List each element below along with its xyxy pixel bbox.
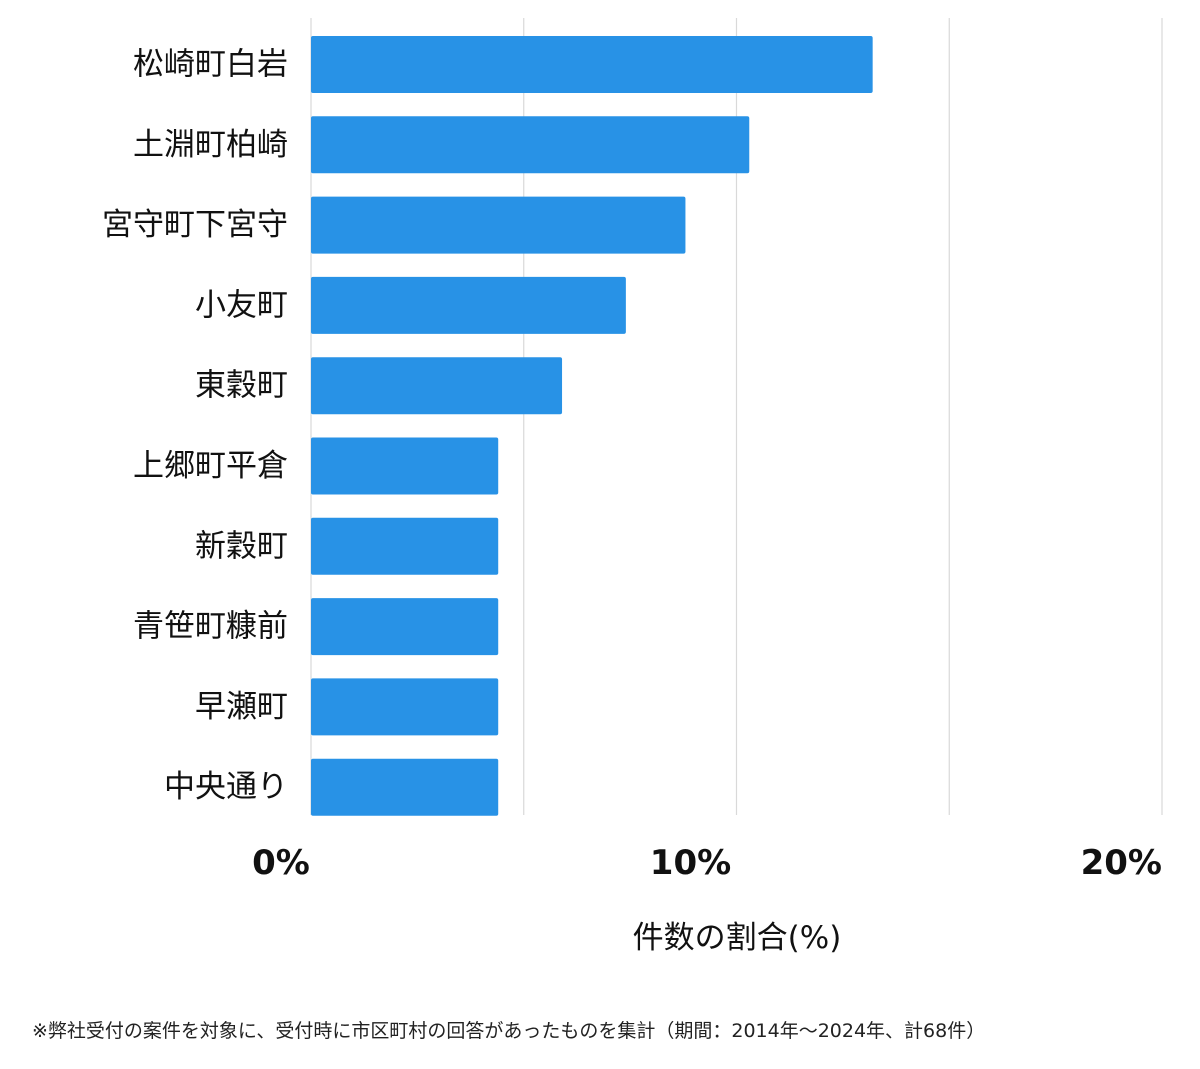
bar [311, 116, 750, 174]
category-labels: 松崎町白岩土淵町柏崎宮守町下宮守小友町東穀町上郷町平倉新穀町青笹町糠前早瀬町中央… [102, 47, 288, 806]
bar [311, 276, 626, 334]
category-label: 早瀬町 [195, 689, 288, 725]
category-label: 東穀町 [195, 368, 288, 404]
category-label: 新穀町 [195, 528, 288, 564]
x-tick-label: 10% [650, 843, 731, 883]
category-label: 土淵町柏崎 [133, 127, 288, 163]
footnote: ※弊社受付の案件を対象に、受付時に市区町村の回答があったものを集計（期間：201… [32, 1020, 986, 1042]
bar [311, 36, 873, 93]
bar [311, 196, 686, 254]
bar [311, 357, 563, 415]
x-axis-ticks: 0% 10% 20% [252, 843, 1162, 883]
category-label: 青笹町糠前 [133, 609, 288, 645]
category-label: 小友町 [195, 287, 288, 323]
bar-chart: 松崎町白岩土淵町柏崎宮守町下宮守小友町東穀町上郷町平倉新穀町青笹町糠前早瀬町中央… [102, 18, 1163, 956]
x-tick-label: 0% [252, 843, 310, 883]
x-axis-label: 件数の割合(%) [633, 920, 842, 956]
bar [311, 517, 499, 575]
bar [311, 598, 499, 656]
bar [311, 437, 499, 495]
bar [311, 758, 499, 816]
category-label: 宮守町下宮守 [102, 207, 288, 243]
category-label: 中央通り [164, 769, 288, 805]
category-label: 上郷町平倉 [133, 448, 288, 484]
bar [311, 678, 499, 736]
x-tick-label: 20% [1081, 843, 1162, 883]
bars [311, 36, 873, 816]
category-label: 松崎町白岩 [133, 47, 288, 83]
